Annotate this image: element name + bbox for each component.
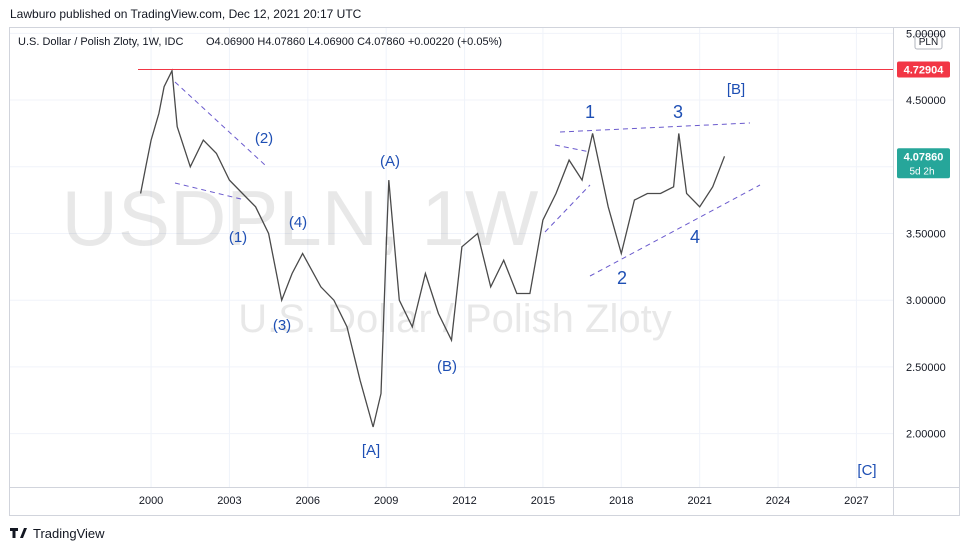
- x-tick-label: 2009: [374, 495, 398, 507]
- x-tick-label: 2003: [217, 495, 241, 507]
- y-tick-label: 2.00000: [906, 429, 946, 441]
- countdown: 5d 2h: [909, 166, 934, 177]
- frame: [9, 27, 960, 516]
- wave-label: (2): [255, 130, 273, 147]
- footer-logo: [10, 528, 27, 538]
- wave-label: 3: [673, 102, 683, 122]
- price-line: [139, 68, 726, 428]
- trend-lines: [174, 81, 761, 277]
- publisher: Lawburo published on TradingView.com, De…: [10, 7, 362, 21]
- y-tick-label: 3.50000: [906, 228, 946, 240]
- x-tick-label: 2024: [766, 495, 790, 507]
- x-tick-label: 2006: [296, 495, 320, 507]
- x-tick-label: 2018: [609, 495, 633, 507]
- wave-label: (3): [273, 317, 291, 334]
- symbol-title: U.S. Dollar / Polish Zloty, 1W, IDC: [18, 36, 184, 48]
- wave-label: (4): [289, 214, 307, 231]
- currency-box[interactable]: [914, 33, 943, 50]
- last-price-label: 4.07860: [904, 151, 944, 163]
- footer: TradingView: [33, 526, 105, 541]
- wave-label: 2: [617, 268, 627, 288]
- x-tick-label: 2021: [687, 495, 711, 507]
- level-label: 4.72904: [904, 64, 945, 76]
- level-label-box: [897, 61, 950, 78]
- currency[interactable]: PLN: [919, 37, 938, 48]
- plot: [138, 68, 893, 428]
- wave-label: (A): [380, 153, 400, 170]
- y-tick-label: 3.00000: [906, 295, 946, 307]
- y-tick-label: 5.00000: [906, 28, 946, 40]
- y-tick-label: 4.50000: [906, 95, 946, 107]
- grid: [10, 28, 893, 487]
- y-tick-label: 2.50000: [906, 362, 946, 374]
- wave-label: [A]: [362, 442, 380, 459]
- x-tick-label: 2027: [844, 495, 868, 507]
- x-tick-label: 2012: [452, 495, 476, 507]
- x-tick-label: 2000: [139, 495, 163, 507]
- last-price-box: [897, 148, 950, 179]
- wave-label: 4: [690, 227, 700, 247]
- ohlc: O4.06900 H4.07860 L4.06900 C4.07860 +0.0…: [206, 36, 502, 48]
- wave-label: (B): [437, 358, 457, 375]
- wave-label: [C]: [857, 462, 876, 479]
- wave-label: (1): [229, 229, 247, 246]
- wave-label: [B]: [727, 81, 745, 98]
- x-tick-label: 2015: [531, 495, 555, 507]
- wave-label: 1: [585, 102, 595, 122]
